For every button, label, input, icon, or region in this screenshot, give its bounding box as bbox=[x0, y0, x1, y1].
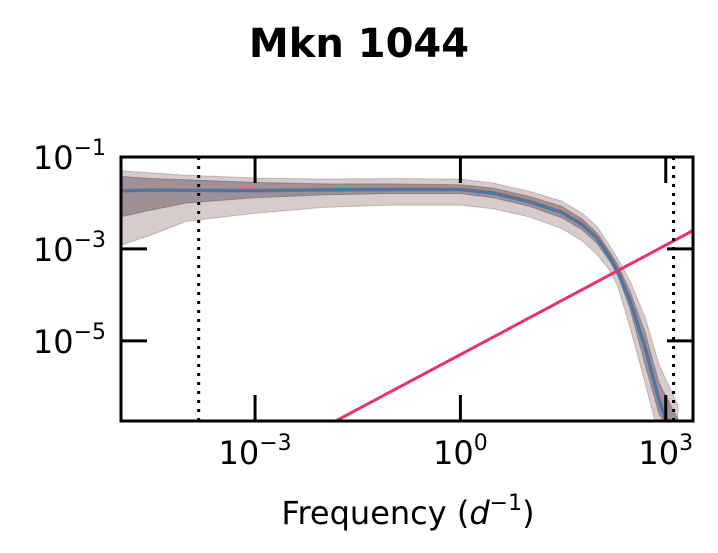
series-inner-band bbox=[121, 175, 679, 421]
chart-title: Mkn 1044 bbox=[249, 21, 469, 67]
plot-area bbox=[121, 157, 693, 421]
y-tick-label-1: 10−1 bbox=[33, 136, 106, 177]
x-axis-label-var: d bbox=[469, 494, 490, 532]
x-tick-label-2: 100 bbox=[433, 431, 488, 472]
series-line-pink bbox=[332, 229, 693, 421]
axis-tick-labels: 10−3 100 103 10−1 10−3 10−5 bbox=[33, 136, 693, 472]
x-axis-label-exp: −1 bbox=[490, 491, 522, 516]
y-tick-label-3: 10−5 bbox=[33, 320, 106, 361]
series-line-blue bbox=[121, 187, 669, 421]
x-tick-label-3: 103 bbox=[638, 431, 693, 472]
x-axis-label-main: Frequency ( bbox=[281, 494, 469, 532]
x-axis-label: Frequency (d−1) bbox=[281, 491, 534, 532]
x-tick-label-1: 10−3 bbox=[218, 431, 291, 472]
series-outer-band bbox=[121, 170, 679, 421]
plot-frame bbox=[119, 155, 695, 423]
x-axis-label-close: ) bbox=[522, 494, 534, 532]
y-tick-label-2: 10−3 bbox=[33, 228, 106, 269]
